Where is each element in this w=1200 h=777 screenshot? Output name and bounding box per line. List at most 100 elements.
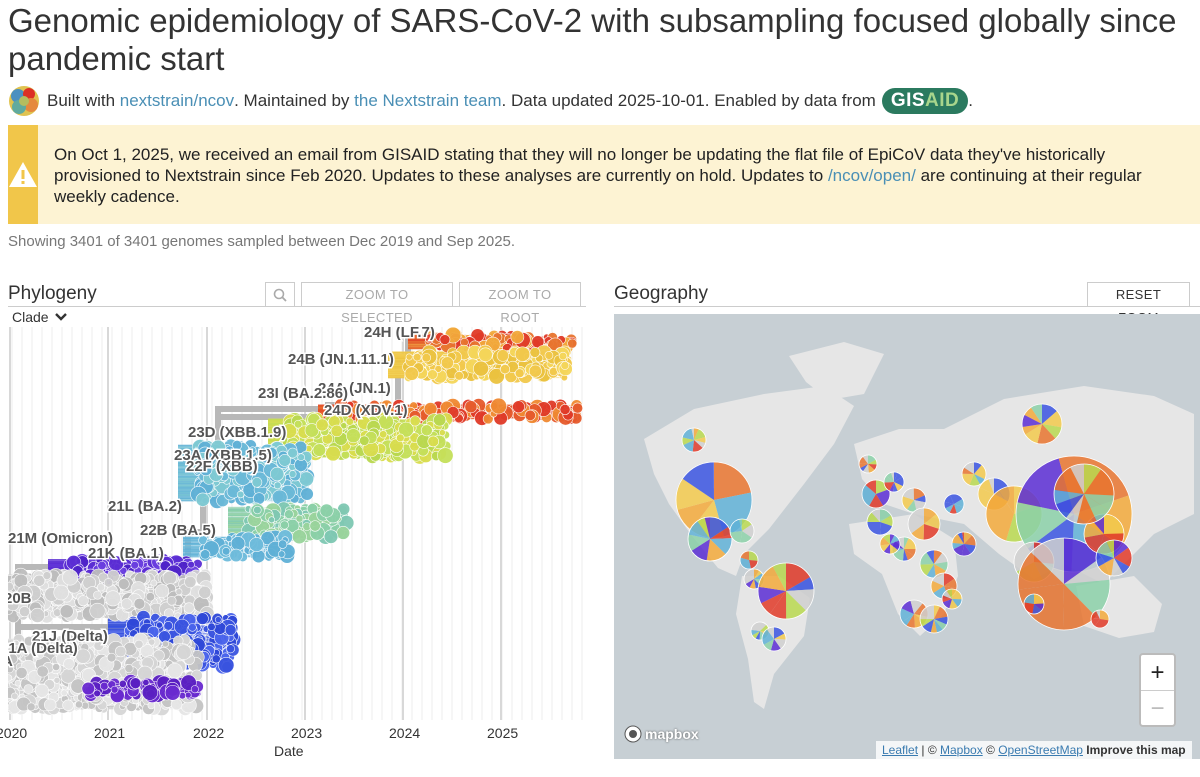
zoom-magnifier-button[interactable] (265, 282, 295, 307)
tree-tip[interactable] (560, 361, 570, 370)
zoom-to-root-button[interactable]: ZOOM TO ROOT (459, 282, 581, 325)
tree-tip[interactable] (440, 356, 454, 370)
tree-tip[interactable] (490, 397, 507, 415)
tree-tip[interactable] (53, 584, 69, 601)
tree-tip[interactable] (120, 598, 133, 610)
tree-tip[interactable] (439, 334, 451, 345)
tree-tip[interactable] (150, 579, 158, 587)
tree-tip[interactable] (478, 347, 493, 362)
tree-tip[interactable] (19, 606, 31, 618)
tree-tip[interactable] (319, 503, 334, 518)
tree-tip[interactable] (105, 590, 121, 607)
tree-tip[interactable] (218, 657, 235, 674)
tree-tip[interactable] (514, 368, 525, 379)
tree-tip[interactable] (130, 560, 139, 570)
tree-tip[interactable] (162, 570, 177, 586)
tree-tip[interactable] (229, 548, 243, 563)
tree-tip[interactable] (278, 550, 286, 558)
tree-tip[interactable] (404, 366, 419, 381)
tree-tip[interactable] (30, 607, 45, 623)
tree-tip[interactable] (379, 430, 388, 439)
tree-tip[interactable] (279, 520, 289, 530)
tree-tip[interactable] (174, 618, 190, 635)
team-link[interactable]: the Nextstrain team (354, 91, 502, 110)
tree-tip[interactable] (59, 604, 74, 619)
tree-tip[interactable] (253, 505, 262, 515)
tree-svg[interactable]: 24H (LF.7)24B (JN.1.11.1)24A (JN.1)23I (… (8, 327, 586, 720)
tree-tip[interactable] (183, 602, 195, 614)
tree-tip[interactable] (196, 612, 209, 625)
tree-tip[interactable] (260, 531, 275, 546)
tree-tip[interactable] (198, 585, 212, 599)
tree-tip[interactable] (235, 460, 245, 470)
tree-tip[interactable] (200, 549, 211, 560)
tree-tip[interactable] (156, 621, 163, 629)
tree-tip[interactable] (175, 588, 183, 596)
tree-tip[interactable] (510, 330, 525, 344)
tree-tip[interactable] (224, 445, 235, 456)
ncov-open-link[interactable]: /ncov/open/ (827, 166, 916, 185)
tree-tip[interactable] (199, 463, 213, 477)
tree-tip[interactable] (155, 584, 170, 599)
tree-tip[interactable] (528, 364, 542, 378)
tree-tip[interactable] (312, 443, 327, 457)
tree-tip[interactable] (281, 423, 298, 439)
tree-tip[interactable] (340, 422, 348, 430)
tree-tip[interactable] (512, 400, 525, 414)
tree-tip[interactable] (62, 569, 79, 586)
tree-tip[interactable] (293, 419, 303, 429)
tree-tip[interactable] (300, 487, 314, 501)
tree-tip[interactable] (433, 413, 447, 427)
tree-tip[interactable] (230, 536, 246, 551)
phylogeny-tree[interactable]: 24H (LF.7) 24B (JN.1.11.1) 24A (JN.1) 23I (… (8, 327, 586, 720)
tree-tip[interactable] (133, 597, 146, 610)
tree-tip[interactable] (225, 535, 233, 543)
tree-tip[interactable] (210, 439, 226, 456)
tree-tip[interactable] (323, 529, 339, 544)
tree-tip[interactable] (421, 353, 432, 363)
tree-tip[interactable] (438, 429, 446, 437)
tree-tip[interactable] (524, 409, 536, 421)
tree-tip[interactable] (226, 644, 236, 654)
tree-tip[interactable] (284, 509, 294, 519)
tree-tip[interactable] (145, 592, 155, 602)
tree-tip[interactable] (359, 435, 370, 446)
tree-tip[interactable] (77, 595, 89, 607)
tree-tip[interactable] (454, 371, 464, 381)
tree-tip[interactable] (248, 446, 257, 454)
tree-tip[interactable] (221, 547, 231, 556)
tree-tip[interactable] (273, 481, 282, 490)
tree-tip[interactable] (33, 574, 46, 587)
tree-tip[interactable] (270, 466, 285, 482)
repo-link[interactable]: nextstrain/ncov (119, 91, 235, 110)
tree-tip[interactable] (409, 415, 421, 427)
tree-tip[interactable] (558, 351, 568, 361)
tree-tip[interactable] (249, 537, 264, 553)
tree-tip[interactable] (8, 598, 20, 612)
tree-tip[interactable] (42, 571, 52, 580)
tree-tip[interactable] (488, 368, 505, 385)
tree-tip[interactable] (278, 454, 292, 467)
tree-tip[interactable] (559, 404, 571, 415)
tree-tip[interactable] (514, 346, 531, 362)
tree-tip[interactable] (398, 421, 414, 438)
tree-tip[interactable] (420, 424, 433, 437)
zoom-to-selected-button[interactable]: ZOOM TO SELECTED (301, 282, 453, 325)
tree-tip[interactable] (295, 514, 304, 523)
tree-tip[interactable] (405, 353, 413, 361)
tree-tip[interactable] (346, 400, 355, 410)
tree-tip[interactable] (427, 435, 440, 448)
tree-tip[interactable] (437, 447, 454, 464)
tree-tip[interactable] (224, 624, 237, 636)
tree-tip[interactable] (496, 349, 510, 362)
tree-tip[interactable] (345, 417, 354, 426)
gisaid-logo[interactable]: GISAID (881, 88, 969, 114)
tree-tip[interactable] (184, 575, 197, 589)
tree-tip[interactable] (236, 490, 245, 499)
tree-tip[interactable] (96, 583, 106, 592)
tree-tip[interactable] (297, 453, 305, 461)
tree-tip[interactable] (287, 447, 298, 459)
tree-tip[interactable] (572, 402, 584, 414)
tree-tip[interactable] (304, 423, 320, 438)
tree-tip[interactable] (330, 424, 344, 438)
